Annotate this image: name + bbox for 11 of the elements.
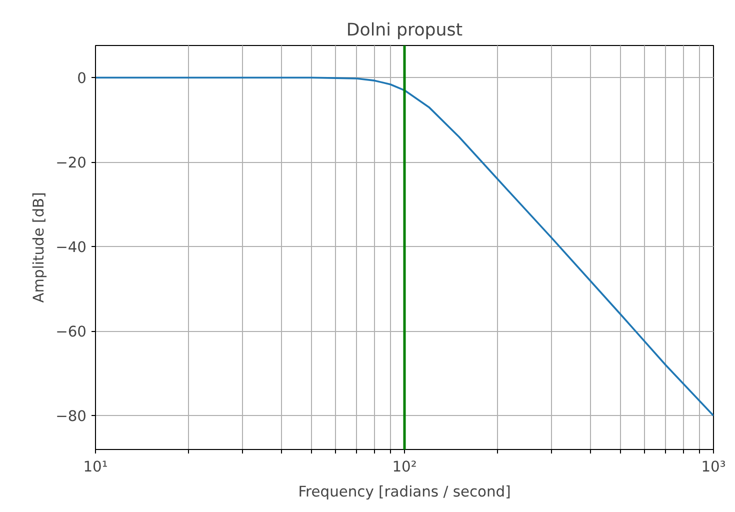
x-tick-label: 10³	[701, 458, 726, 476]
y-axis-title: Amplitude [dB]	[30, 192, 48, 303]
chart-title: Dolni propust	[346, 20, 463, 40]
y-tick-label: −40	[56, 239, 87, 256]
y-tick-label: −20	[56, 154, 87, 172]
y-tick-label: 0	[77, 70, 87, 88]
x-axis-title: Frequency [radians / second]	[298, 484, 511, 500]
x-tick-label: 10¹	[83, 458, 108, 476]
y-tick-label: −60	[56, 324, 87, 341]
x-tick-label: 10²	[392, 458, 417, 476]
y-tick-label: −80	[56, 408, 87, 426]
